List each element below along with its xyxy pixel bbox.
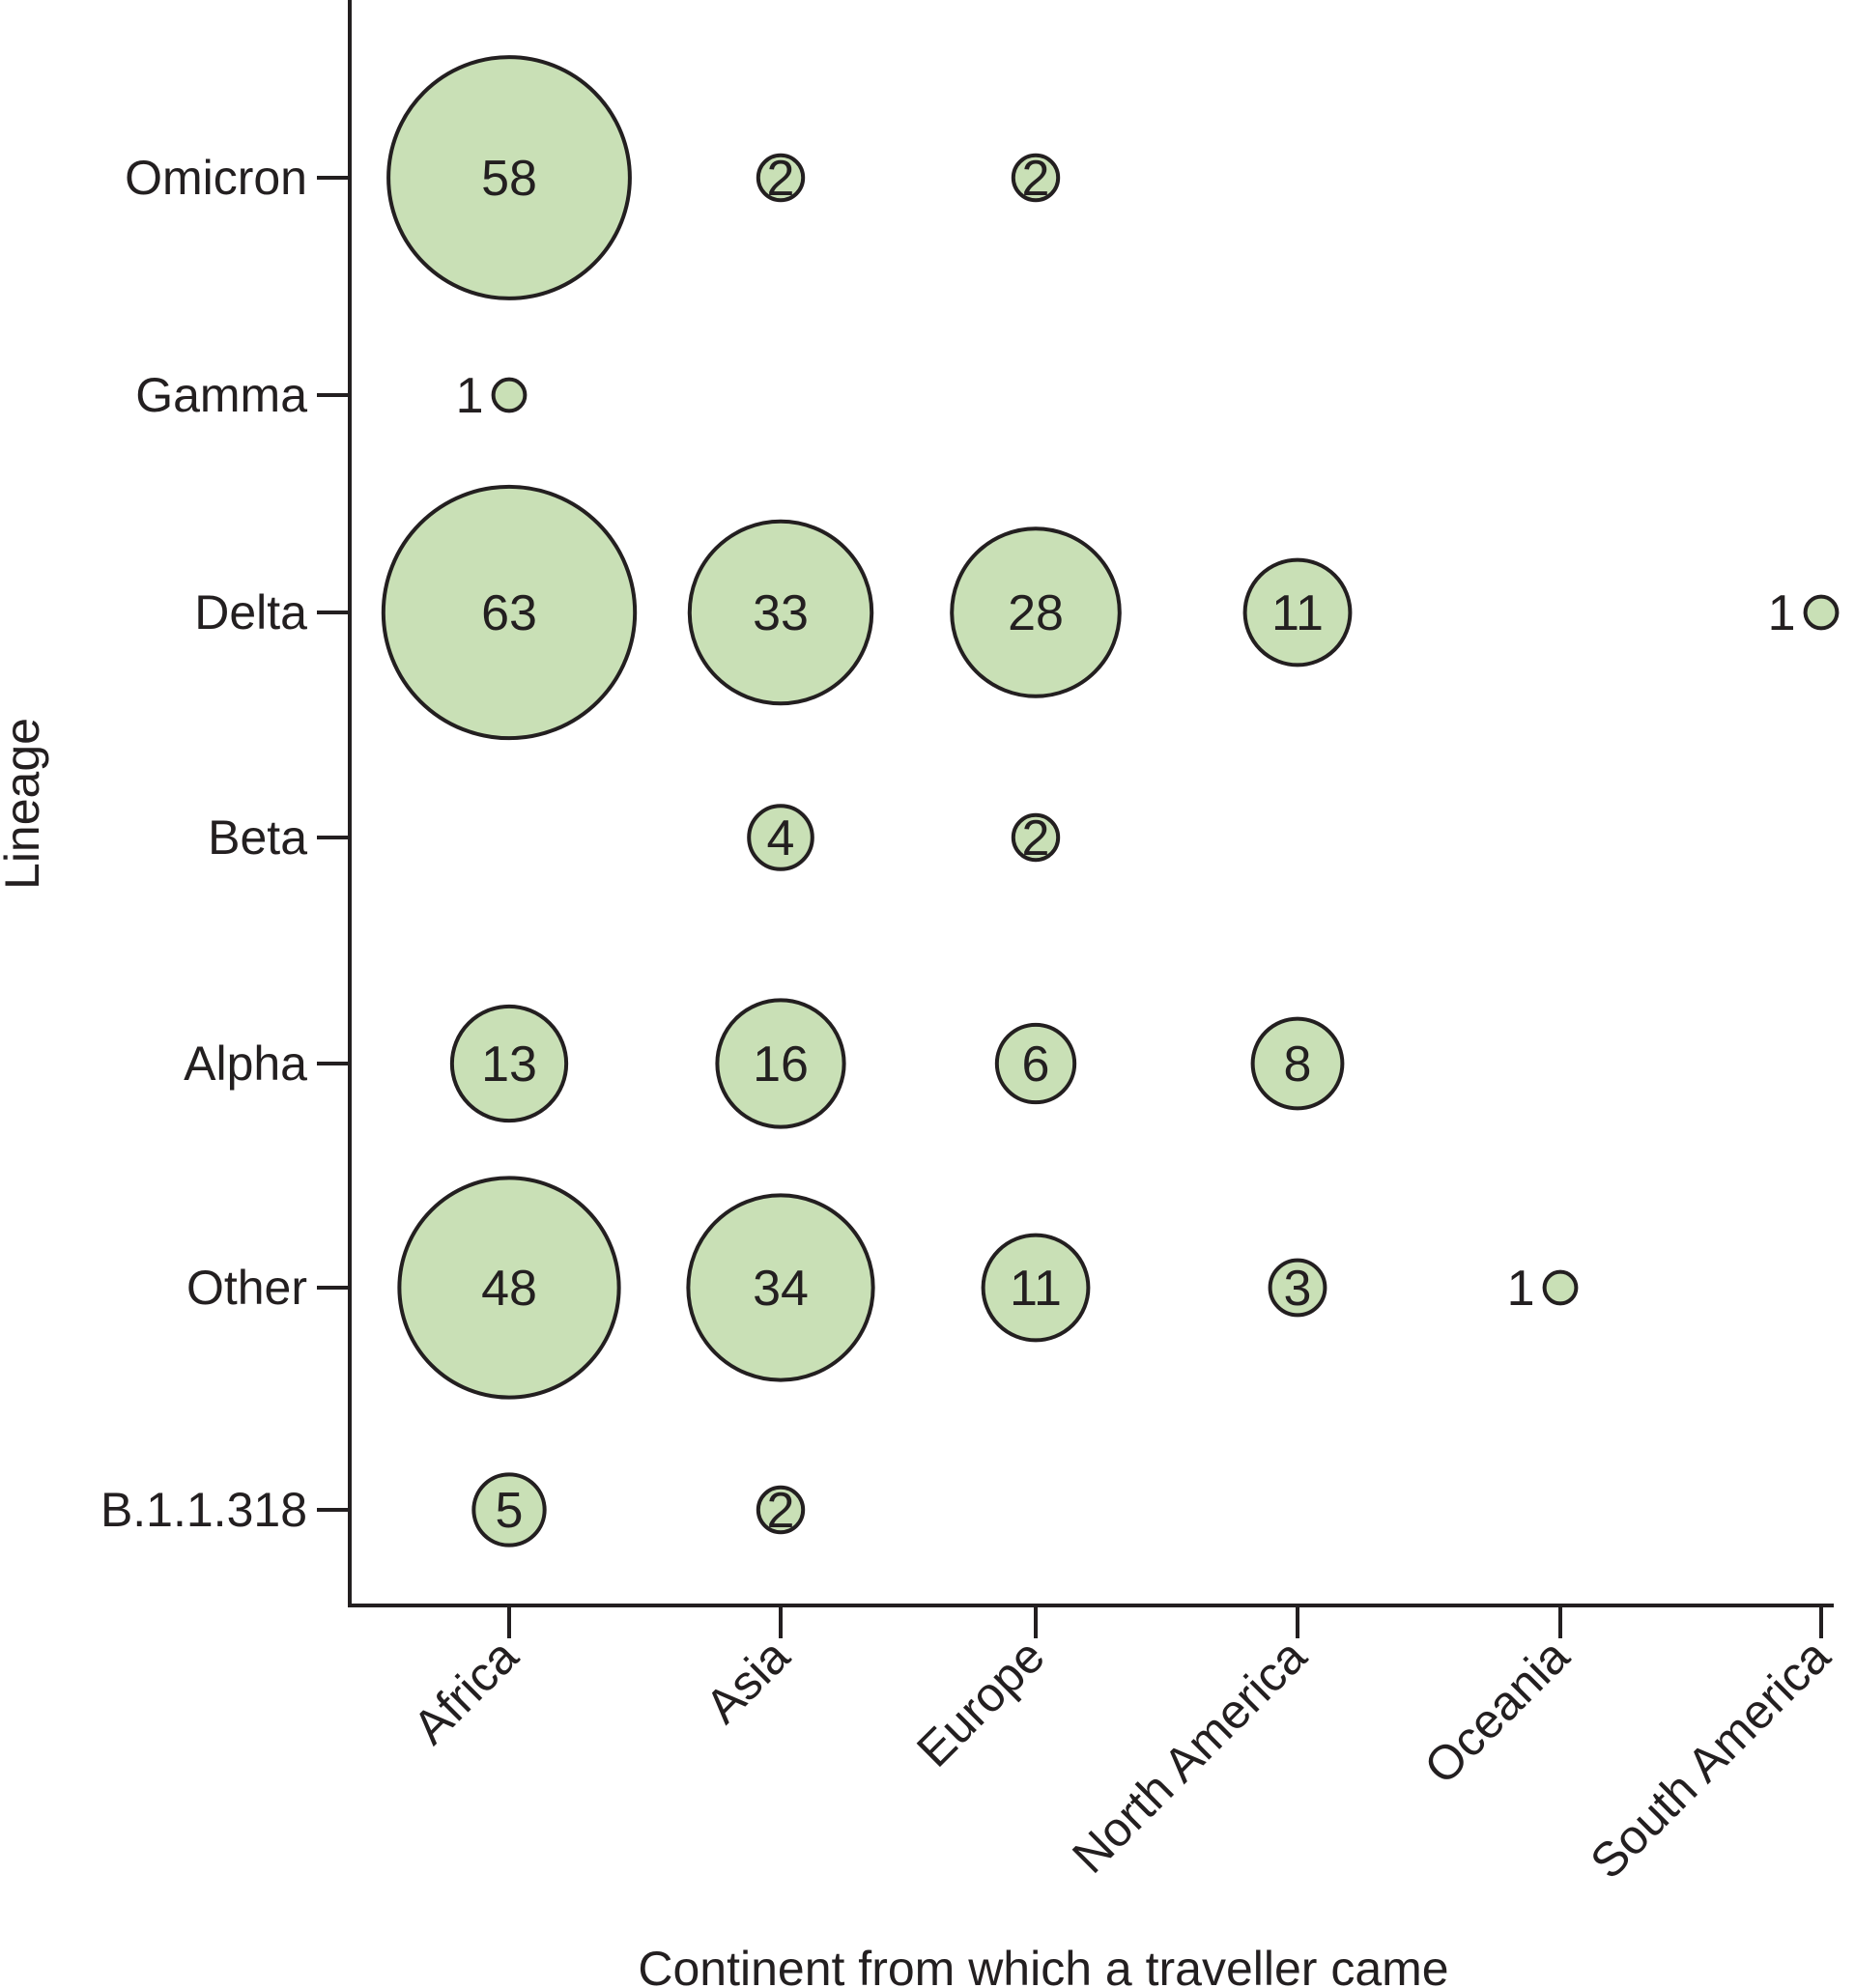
bubble-value-label: 8 [1284, 1037, 1312, 1093]
bubble-value-label: 2 [767, 1483, 795, 1539]
bubble [1242, 557, 1353, 667]
bubble-value-label: 13 [481, 1037, 537, 1093]
bubble-value-label: 28 [1008, 585, 1064, 641]
bubble-value-label: 11 [1010, 1261, 1062, 1317]
bubble-value-label: 33 [753, 585, 809, 641]
y-tick-label: Other [186, 1261, 307, 1315]
bubble-value-label: 11 [1271, 585, 1324, 641]
bubble [747, 804, 814, 871]
bubble [381, 484, 638, 741]
bubble-value-label: 16 [753, 1037, 809, 1093]
bubble [756, 1485, 806, 1535]
x-axis-title: Continent from which a traveller came [638, 1942, 1448, 1988]
bubble [950, 526, 1122, 698]
y-axis-title: Lineage [0, 718, 49, 890]
bubble [1542, 1269, 1579, 1306]
bubble-value-label: 6 [1022, 1037, 1050, 1093]
bubble [1011, 153, 1061, 203]
bubble [1250, 1016, 1345, 1111]
bubble [686, 1193, 875, 1382]
bubble-value-label: 2 [1022, 151, 1050, 207]
y-tick-label: Gamma [135, 368, 307, 422]
bubble [715, 998, 846, 1129]
bubble-value-label: 1 [1507, 1261, 1535, 1317]
bubble-value-label: 48 [481, 1261, 537, 1317]
bubble-value-label: 63 [481, 585, 537, 641]
x-tick-label: South America [1580, 1629, 1841, 1889]
y-tick-label: Delta [194, 585, 307, 639]
bubble-value-label: 58 [481, 151, 537, 207]
bubble-value-label: 5 [496, 1483, 524, 1539]
bubble-value-label: 1 [1768, 585, 1796, 641]
bubble-value-label: 2 [1022, 810, 1050, 866]
bubble [449, 1004, 569, 1123]
bubble [491, 377, 528, 413]
bubble [1803, 594, 1840, 631]
bubble [756, 153, 806, 203]
x-tick-label: Europe [906, 1629, 1055, 1777]
bubble-value-label: 34 [753, 1261, 809, 1317]
bubble [994, 1022, 1077, 1105]
bubble [386, 55, 632, 300]
y-tick-label: Alpha [184, 1037, 307, 1091]
bubble [397, 1176, 621, 1400]
bubble [687, 519, 874, 706]
bubble-value-label: 1 [456, 368, 484, 424]
bubble-value-label: 4 [767, 810, 795, 866]
bubble-value-label: 2 [767, 151, 795, 207]
x-tick-label: Oceania [1413, 1629, 1579, 1794]
axes [348, 0, 1834, 1607]
y-ticks: Omicron Gamma Delta Beta Alpha Other B.1.1.318 [100, 151, 350, 1537]
bubble-value-label: 3 [1284, 1261, 1312, 1317]
x-tick-label: North America [1062, 1629, 1317, 1884]
y-tick-label: Omicron [125, 151, 307, 205]
x-tick-label: Asia [695, 1629, 800, 1734]
bubble [471, 1472, 547, 1548]
bubble [981, 1233, 1091, 1343]
bubble [1268, 1258, 1327, 1318]
x-tick-label: Africa [403, 1629, 528, 1754]
bubble [1011, 812, 1061, 863]
y-tick-label: B.1.1.318 [100, 1483, 307, 1537]
y-tick-label: Beta [208, 810, 307, 865]
x-ticks: Africa Asia Europe North America Oceania Sout… [403, 1605, 1841, 1889]
